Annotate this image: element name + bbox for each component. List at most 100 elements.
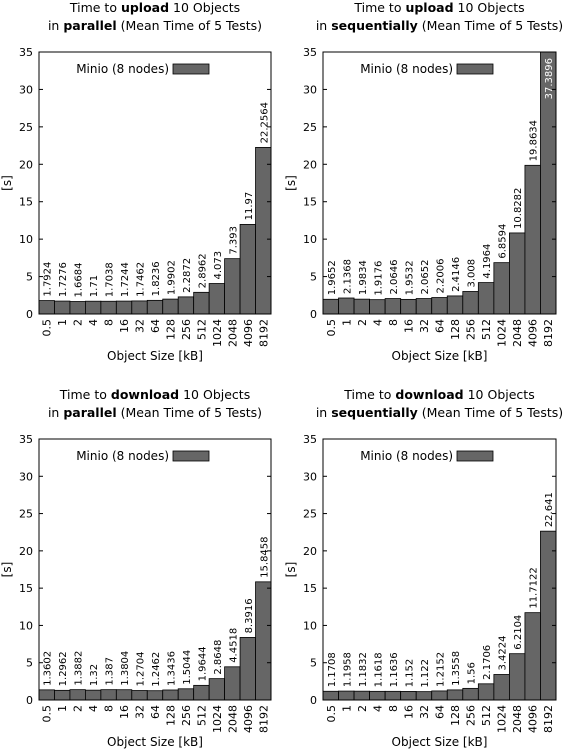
x-tick-label: 1: [340, 705, 353, 712]
bar-value-label: 6.8594: [498, 224, 509, 259]
bar: [493, 674, 510, 701]
plot-frame: [322, 51, 557, 315]
x-tick-label: 8192: [257, 319, 270, 347]
bar: [322, 690, 339, 701]
chart-title-line-2: in parallel (Mean Time of 5 Tests): [48, 18, 262, 33]
bar-value-label: 2.0652: [420, 260, 431, 295]
x-tick-label: 0.5: [41, 319, 54, 337]
x-tick-label: 256: [465, 705, 478, 726]
x-tick-label: 16: [402, 319, 415, 333]
bar: [146, 690, 164, 701]
bar: [493, 262, 510, 315]
y-tick-label: 25: [303, 121, 317, 134]
bar-value-label: 22.641: [544, 492, 555, 527]
chart-title-line-1: Time to upload 10 Objects: [69, 0, 240, 15]
bar-value-label: 6.2104: [513, 615, 524, 650]
x-tick-label: 4: [87, 705, 100, 712]
y-tick-label: 15: [303, 196, 317, 209]
bar-value-label: 2.4146: [451, 257, 462, 292]
y-tick-label: 30: [303, 83, 317, 96]
x-tick-label: 2: [356, 705, 369, 712]
y-tick-label: 30: [19, 470, 33, 483]
bar-value-label: 1.3804: [120, 651, 131, 686]
bar-value-label: 4.1964: [482, 244, 493, 279]
bar-value-label: 37.3896: [544, 58, 555, 99]
bar-value-label: 1.8236: [151, 261, 162, 296]
y-tick-label: 0: [310, 694, 317, 707]
bar: [540, 530, 557, 701]
bar-value-label: 4.4518: [228, 628, 239, 663]
x-tick-label: 256: [465, 319, 478, 340]
bar-value-label: 2.8962: [197, 253, 208, 288]
chart-title-line-1: Time to download 10 Objects: [59, 387, 250, 402]
chart-title-part: download: [111, 387, 179, 402]
bar-value-label: 1.3436: [166, 651, 177, 686]
legend-label: Minio (8 nodes): [360, 62, 453, 76]
chart-title-line-2: in sequentially (Mean Time of 5 Tests): [316, 405, 563, 420]
bar: [131, 690, 148, 701]
y-axis-label: [s]: [284, 562, 298, 578]
bar: [162, 298, 179, 315]
bar-value-label: 2.8648: [213, 640, 224, 675]
bar: [100, 300, 117, 315]
x-tick-label: 4096: [242, 319, 255, 347]
chart-title-part: in: [316, 18, 331, 33]
x-tick-label: 128: [164, 705, 177, 726]
chart-title-part: sequentially: [331, 18, 418, 33]
x-tick-label: 0.5: [325, 319, 338, 337]
bar-value-label: 2.2006: [436, 259, 447, 294]
chart-title-part: parallel: [63, 18, 116, 33]
legend-swatch: [456, 450, 494, 462]
bar-value-label: 1.7924: [43, 262, 54, 297]
bar: [462, 687, 479, 701]
chart-title-part: in: [316, 405, 331, 420]
bar: [54, 689, 71, 701]
bar: [338, 690, 355, 701]
x-tick-label: 32: [134, 705, 147, 719]
bar-value-label: 1.71: [89, 275, 100, 297]
y-tick-label: 20: [303, 545, 317, 558]
bar: [224, 258, 241, 315]
bar-value-label: 1.5044: [182, 650, 193, 685]
bar: [115, 689, 133, 701]
x-tick-label: 1: [340, 319, 353, 326]
legend-swatch: [172, 63, 210, 75]
y-tick-label: 15: [19, 582, 33, 595]
chart-title-part: (Mean Time of 5 Tests): [418, 405, 563, 420]
y-tick-label: 10: [19, 619, 33, 632]
x-tick-label: 4: [371, 319, 384, 326]
bar: [255, 581, 272, 701]
bar: [177, 296, 195, 315]
chart-title-part: 10 Objects: [464, 387, 535, 402]
x-tick-label: 1: [56, 705, 69, 712]
bar: [384, 298, 402, 315]
bar-value-label: 1.2704: [136, 652, 147, 687]
x-tick-label: 256: [180, 319, 193, 340]
bar: [462, 291, 479, 315]
chart-title-part: (Mean Time of 5 Tests): [117, 18, 262, 33]
y-tick-label: 0: [26, 308, 33, 321]
x-tick-label: 128: [164, 319, 177, 340]
chart-title-part: upload: [121, 0, 169, 15]
x-tick-label: 512: [480, 319, 493, 340]
bar-value-label: 15.8458: [259, 536, 270, 577]
bar-value-label: 3.4224: [498, 635, 509, 670]
bar: [193, 291, 210, 315]
bar-value-label: 1.56: [467, 662, 478, 684]
bar: [146, 299, 164, 315]
bar: [477, 683, 495, 701]
bar-value-label: 11.7122: [529, 567, 540, 608]
plot-frame: [38, 51, 272, 315]
bar-value-label: 1.7276: [58, 262, 69, 297]
x-tick-label: 4096: [527, 705, 540, 733]
bar-value-label: 3.008: [467, 259, 478, 288]
y-tick-label: 15: [19, 196, 33, 209]
x-tick-label: 32: [134, 319, 147, 333]
bar-value-label: 1.387: [105, 657, 116, 686]
x-tick-label: 32: [418, 705, 431, 719]
x-tick-label: 1: [56, 319, 69, 326]
bar-value-label: 1.2152: [436, 652, 447, 687]
bar-value-label: 1.9652: [327, 260, 338, 295]
bar: [69, 689, 86, 701]
